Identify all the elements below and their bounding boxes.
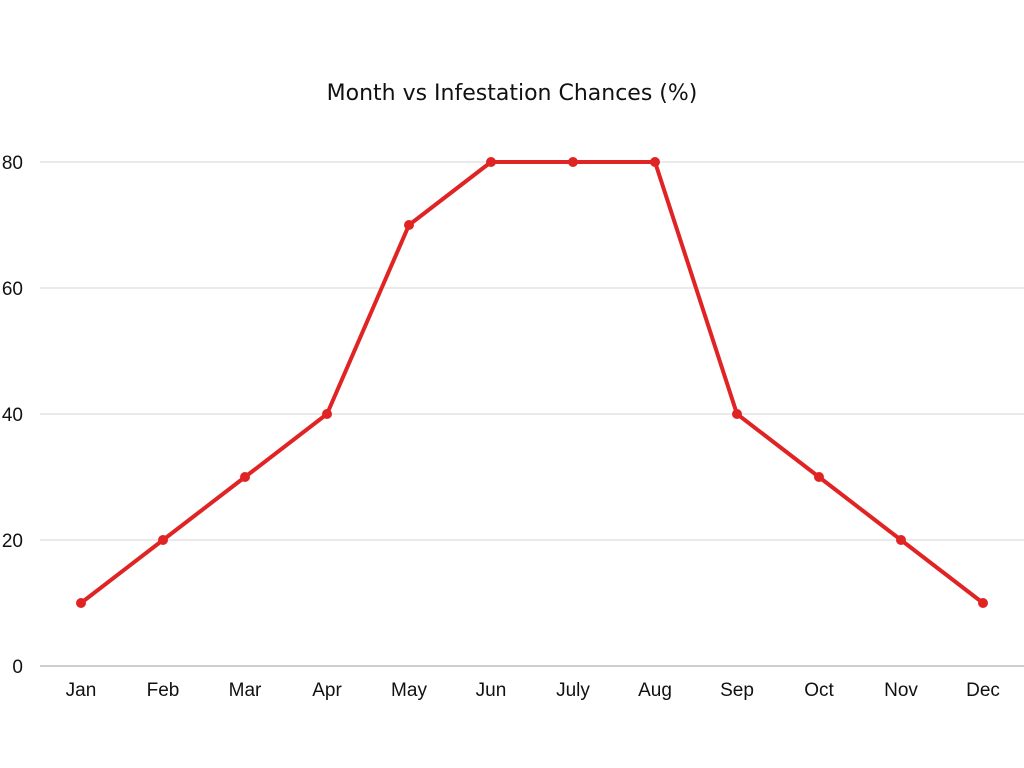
x-tick-label: Mar [229, 680, 262, 701]
data-point [732, 409, 742, 419]
x-tick-label: May [391, 680, 427, 701]
chart-title: Month vs Infestation Chances (%) [327, 81, 698, 106]
gridlines [40, 161, 1024, 541]
y-tick-label: 20 [2, 531, 23, 552]
x-tick-label: Apr [312, 680, 342, 701]
data-point [486, 157, 496, 167]
x-tick-label: Aug [638, 680, 672, 701]
y-axis-ticks: 0 20 40 60 80 [2, 153, 23, 678]
x-tick-label: Jun [476, 680, 507, 701]
y-tick-label: 60 [2, 279, 23, 300]
data-point [322, 409, 332, 419]
series-line [79, 160, 985, 605]
x-tick-label: Nov [884, 680, 918, 701]
y-tick-label: 80 [2, 153, 23, 174]
x-tick-label: Oct [804, 680, 834, 701]
x-tick-label: July [556, 680, 590, 701]
x-axis-ticks: Jan Feb Mar Apr May Jun July Aug Sep Oct Nov Dec [66, 680, 1000, 701]
data-point [896, 535, 906, 545]
x-tick-label: Jan [66, 680, 97, 701]
data-point [76, 598, 86, 608]
data-point [568, 157, 578, 167]
x-tick-label: Feb [147, 680, 180, 701]
data-point [404, 220, 414, 230]
data-point [978, 598, 988, 608]
x-tick-label: Dec [966, 680, 1000, 701]
data-point [240, 472, 250, 482]
data-point [650, 157, 660, 167]
x-tick-label: Sep [720, 680, 754, 701]
series-layer [76, 157, 988, 608]
data-point [158, 535, 168, 545]
y-tick-label: 0 [12, 657, 23, 678]
data-point [814, 472, 824, 482]
y-tick-label: 40 [2, 405, 23, 426]
